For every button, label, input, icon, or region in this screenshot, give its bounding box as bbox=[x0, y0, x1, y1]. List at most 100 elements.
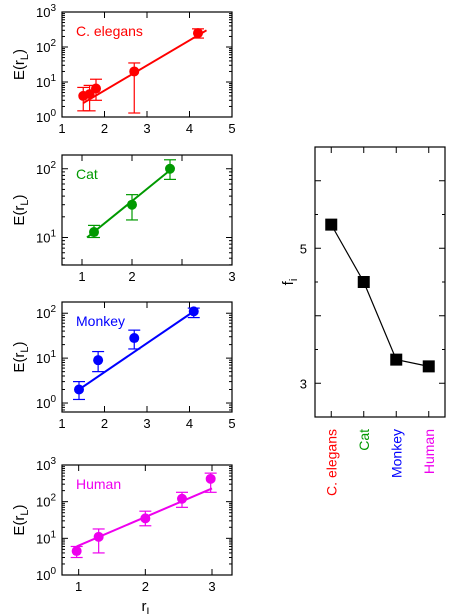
y-tick-label: 101 bbox=[36, 229, 56, 246]
y-axis-label: fi bbox=[280, 279, 300, 286]
y-tick-label: 102 bbox=[36, 493, 56, 510]
y-axis-label-close: ) bbox=[11, 194, 28, 199]
data-point bbox=[325, 218, 338, 231]
x-category-label: Human bbox=[421, 429, 437, 474]
x-tick-label: 2 bbox=[128, 269, 135, 284]
panel-2: 101 102 1 2 3 E(rL) Cat bbox=[11, 154, 236, 284]
x-tick-label: 3 bbox=[143, 416, 150, 431]
x-tick-label: 2 bbox=[101, 416, 108, 431]
series-line bbox=[330, 224, 429, 367]
y-tick-label: 3 bbox=[300, 376, 307, 391]
x-tick-label: 5 bbox=[228, 121, 235, 136]
x-tick-label: 3 bbox=[228, 269, 235, 284]
x-category-label: Cat bbox=[356, 429, 372, 451]
y-axis-label-subscript: L bbox=[19, 346, 31, 352]
y-axis-label-close: ) bbox=[11, 504, 28, 509]
x-axis-label-subscript: L bbox=[146, 606, 152, 614]
x-tick-label: 1 bbox=[58, 416, 65, 431]
y-axis-label: E(rL) bbox=[11, 194, 31, 225]
y-axis-label-close: ) bbox=[11, 49, 28, 54]
x-tick-label: 1 bbox=[58, 121, 65, 136]
plot-frame bbox=[61, 464, 233, 576]
y-tick-label: 101 bbox=[36, 349, 56, 366]
y-tick-exponent: 2 bbox=[50, 304, 56, 315]
y-tick-label: 102 bbox=[36, 160, 56, 177]
x-tick-label: 2 bbox=[142, 579, 149, 594]
data-point bbox=[140, 513, 151, 524]
x-tick-label: 5 bbox=[228, 416, 235, 431]
fit-line bbox=[82, 29, 208, 104]
y-axis-label-close: ) bbox=[11, 341, 28, 346]
y-axis-label-subscript: L bbox=[19, 199, 31, 205]
data-point bbox=[91, 83, 101, 94]
y-axis-label: E(rL) bbox=[11, 341, 31, 372]
x-axis-label: rL bbox=[141, 598, 152, 614]
y-tick-label: 5 bbox=[300, 241, 307, 256]
panel-fi: 3 5 fi C. elegans Cat Monkey Human bbox=[280, 146, 446, 496]
data-point bbox=[177, 493, 187, 504]
y-tick-label: 100 bbox=[36, 108, 56, 125]
y-tick-exponent: 0 bbox=[50, 394, 56, 405]
y-tick-exponent: 1 bbox=[50, 529, 56, 540]
data-point bbox=[127, 199, 137, 210]
x-tick-label: 2 bbox=[101, 121, 108, 136]
y-axis-label-subscript: L bbox=[19, 54, 31, 60]
x-tick-label: 4 bbox=[186, 416, 193, 431]
y-tick-label: 103 bbox=[36, 3, 56, 20]
y-tick-exponent: 0 bbox=[50, 566, 56, 577]
plot-frame bbox=[314, 146, 446, 418]
data-point bbox=[193, 28, 203, 39]
series-label: C. elegans bbox=[76, 23, 143, 39]
y-tick-exponent: 0 bbox=[50, 108, 56, 119]
data-point bbox=[390, 353, 403, 366]
plot-frame bbox=[61, 154, 233, 266]
y-tick-exponent: 3 bbox=[50, 3, 56, 14]
y-tick-exponent: 1 bbox=[50, 73, 56, 84]
data-point bbox=[129, 66, 140, 77]
data-point bbox=[357, 276, 370, 288]
data-point bbox=[89, 227, 99, 238]
y-axis-label: E(rL) bbox=[11, 49, 31, 80]
fit-line bbox=[78, 310, 195, 391]
y-tick-exponent: 2 bbox=[50, 160, 56, 171]
series-label: Monkey bbox=[76, 313, 125, 329]
data-point bbox=[188, 306, 199, 317]
y-tick-label: 100 bbox=[36, 566, 56, 583]
x-tick-label: 3 bbox=[208, 579, 215, 594]
y-tick-label: 102 bbox=[36, 304, 56, 321]
x-tick-label: 1 bbox=[75, 579, 82, 594]
x-tick-label: 4 bbox=[186, 121, 193, 136]
data-point bbox=[165, 163, 175, 174]
x-category-label: Monkey bbox=[388, 429, 404, 478]
y-axis-label: E(rL) bbox=[11, 504, 31, 535]
data-point bbox=[71, 546, 82, 557]
y-tick-exponent: 3 bbox=[50, 456, 56, 467]
x-tick-label: 1 bbox=[78, 269, 85, 284]
data-point bbox=[93, 531, 104, 542]
y-tick-exponent: 1 bbox=[50, 349, 56, 360]
y-tick-exponent: 2 bbox=[50, 38, 56, 49]
y-tick-label: 101 bbox=[36, 73, 56, 90]
x-category-label: C. elegans bbox=[323, 429, 339, 496]
y-tick-label: 102 bbox=[36, 38, 56, 55]
data-point bbox=[205, 473, 216, 484]
y-tick-exponent: 2 bbox=[50, 493, 56, 504]
data-point bbox=[129, 333, 140, 344]
y-tick-label: 101 bbox=[36, 529, 56, 546]
data-point bbox=[422, 360, 435, 373]
y-axis-label-subscript: i bbox=[288, 279, 300, 281]
data-point bbox=[93, 355, 104, 366]
y-tick-exponent: 1 bbox=[50, 229, 56, 240]
y-axis-label-subscript: L bbox=[19, 509, 31, 515]
y-tick-label: 100 bbox=[36, 394, 56, 411]
y-tick-label: 103 bbox=[36, 456, 56, 473]
series-label: Human bbox=[76, 476, 121, 492]
data-point bbox=[74, 384, 84, 395]
series-label: Cat bbox=[76, 166, 98, 182]
x-tick-label: 3 bbox=[143, 121, 150, 136]
